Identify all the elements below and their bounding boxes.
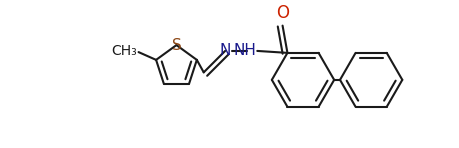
Text: N: N bbox=[219, 43, 230, 58]
Text: CH₃: CH₃ bbox=[111, 44, 136, 58]
Text: S: S bbox=[171, 38, 181, 53]
Text: NH: NH bbox=[233, 43, 256, 58]
Text: O: O bbox=[275, 4, 288, 22]
